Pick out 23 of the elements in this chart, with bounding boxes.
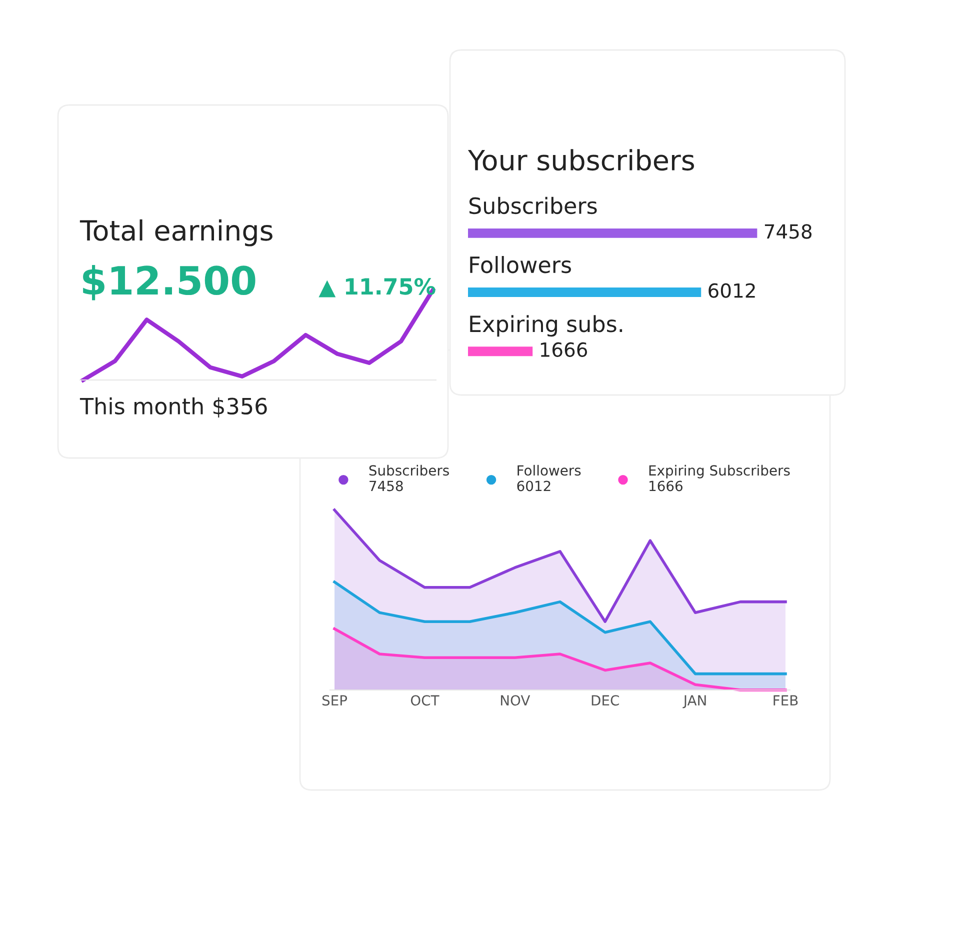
x-tick-label: NOV bbox=[500, 695, 530, 706]
y-tick-label: Expiring subs. bbox=[470, 315, 622, 337]
data-label: 1666 bbox=[540, 342, 588, 358]
text: 6012 bbox=[517, 480, 550, 492]
x-tick-label: JAN bbox=[682, 695, 706, 708]
y-tick-label: Followers bbox=[470, 256, 571, 274]
text: 7458 bbox=[370, 480, 403, 492]
x-tick-label: FEB bbox=[774, 695, 798, 706]
data-label: 6012 bbox=[708, 283, 755, 298]
chart-title: Your subscribers bbox=[468, 149, 694, 171]
legend-label: Expiring Subscribers bbox=[649, 464, 790, 478]
annotation: $12.500 bbox=[83, 264, 256, 300]
chart-title: Total earnings bbox=[80, 219, 272, 246]
x-tick-label: DEC bbox=[592, 695, 619, 706]
y-tick-label: Subscribers bbox=[469, 196, 597, 214]
legend-label: Followers bbox=[518, 464, 581, 476]
text: 1666 bbox=[650, 480, 682, 492]
x-tick-label: OCT bbox=[410, 695, 440, 706]
legend-label: Subscribers bbox=[369, 464, 449, 476]
text: This month $356 bbox=[80, 397, 267, 418]
data-label: 7458 bbox=[764, 224, 812, 239]
x-tick-label: SEP bbox=[322, 695, 348, 706]
annotation: ▲ 11.75% bbox=[318, 278, 436, 298]
